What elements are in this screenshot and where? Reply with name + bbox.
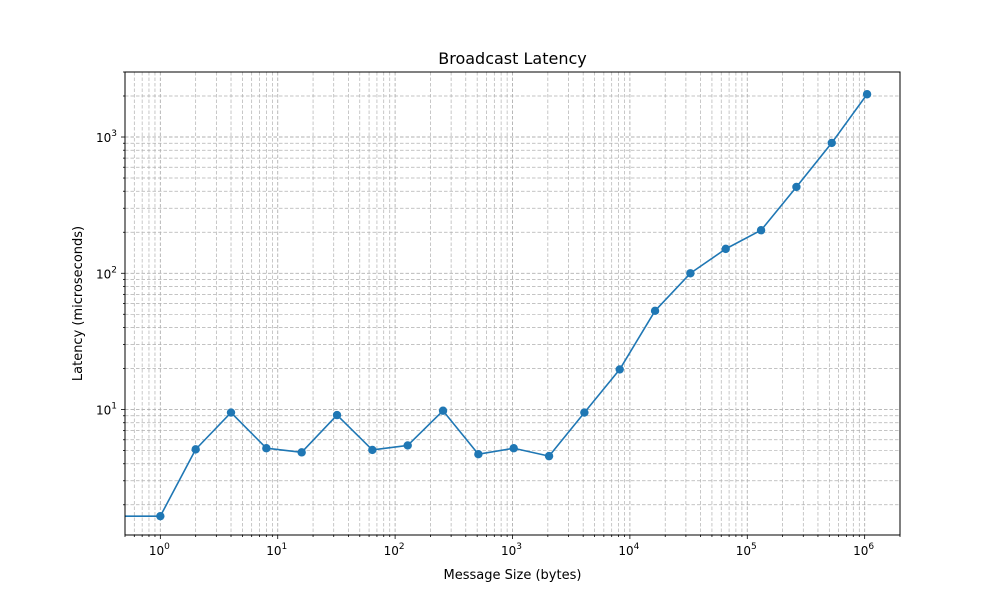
data-point <box>297 448 306 457</box>
data-point <box>721 244 730 254</box>
data-point <box>368 445 377 455</box>
y-tick-label: 103 <box>96 129 117 145</box>
x-tick-label: 105 <box>736 542 757 558</box>
x-tick-label: 101 <box>266 542 287 558</box>
data-point <box>827 138 836 148</box>
data-point <box>509 444 518 453</box>
data-point <box>474 450 483 459</box>
data-point <box>615 365 624 374</box>
data-point <box>862 90 872 99</box>
y-tick-label: 102 <box>96 265 117 281</box>
x-tick-label: 100 <box>149 542 170 558</box>
series-line <box>124 93 868 517</box>
series-layer <box>124 90 872 521</box>
chart-title: Broadcast Latency <box>438 49 587 68</box>
data-point <box>156 511 165 521</box>
x-axis-label: Message Size (bytes) <box>444 568 582 583</box>
data-point <box>580 408 589 417</box>
data-point <box>403 441 412 450</box>
data-point <box>756 226 766 235</box>
data-point <box>792 182 801 192</box>
y-tick-label: 101 <box>96 402 117 418</box>
x-tick-label: 103 <box>501 542 522 558</box>
data-point <box>332 410 342 420</box>
data-point <box>650 306 660 316</box>
data-point <box>438 406 448 415</box>
data-point <box>226 408 236 417</box>
x-ticks: 100 101 102 103 104 105 106 <box>124 535 901 558</box>
x-tick-label: 106 <box>853 542 874 558</box>
x-tick-label: 102 <box>384 542 405 558</box>
data-point <box>191 445 200 454</box>
data-point <box>544 451 554 461</box>
y-axis-label: Latency (microseconds) <box>71 226 86 381</box>
y-ticks: 101 102 103 <box>96 71 125 506</box>
data-point <box>686 269 695 278</box>
x-tick-label: 104 <box>618 542 639 558</box>
data-point <box>262 444 271 453</box>
